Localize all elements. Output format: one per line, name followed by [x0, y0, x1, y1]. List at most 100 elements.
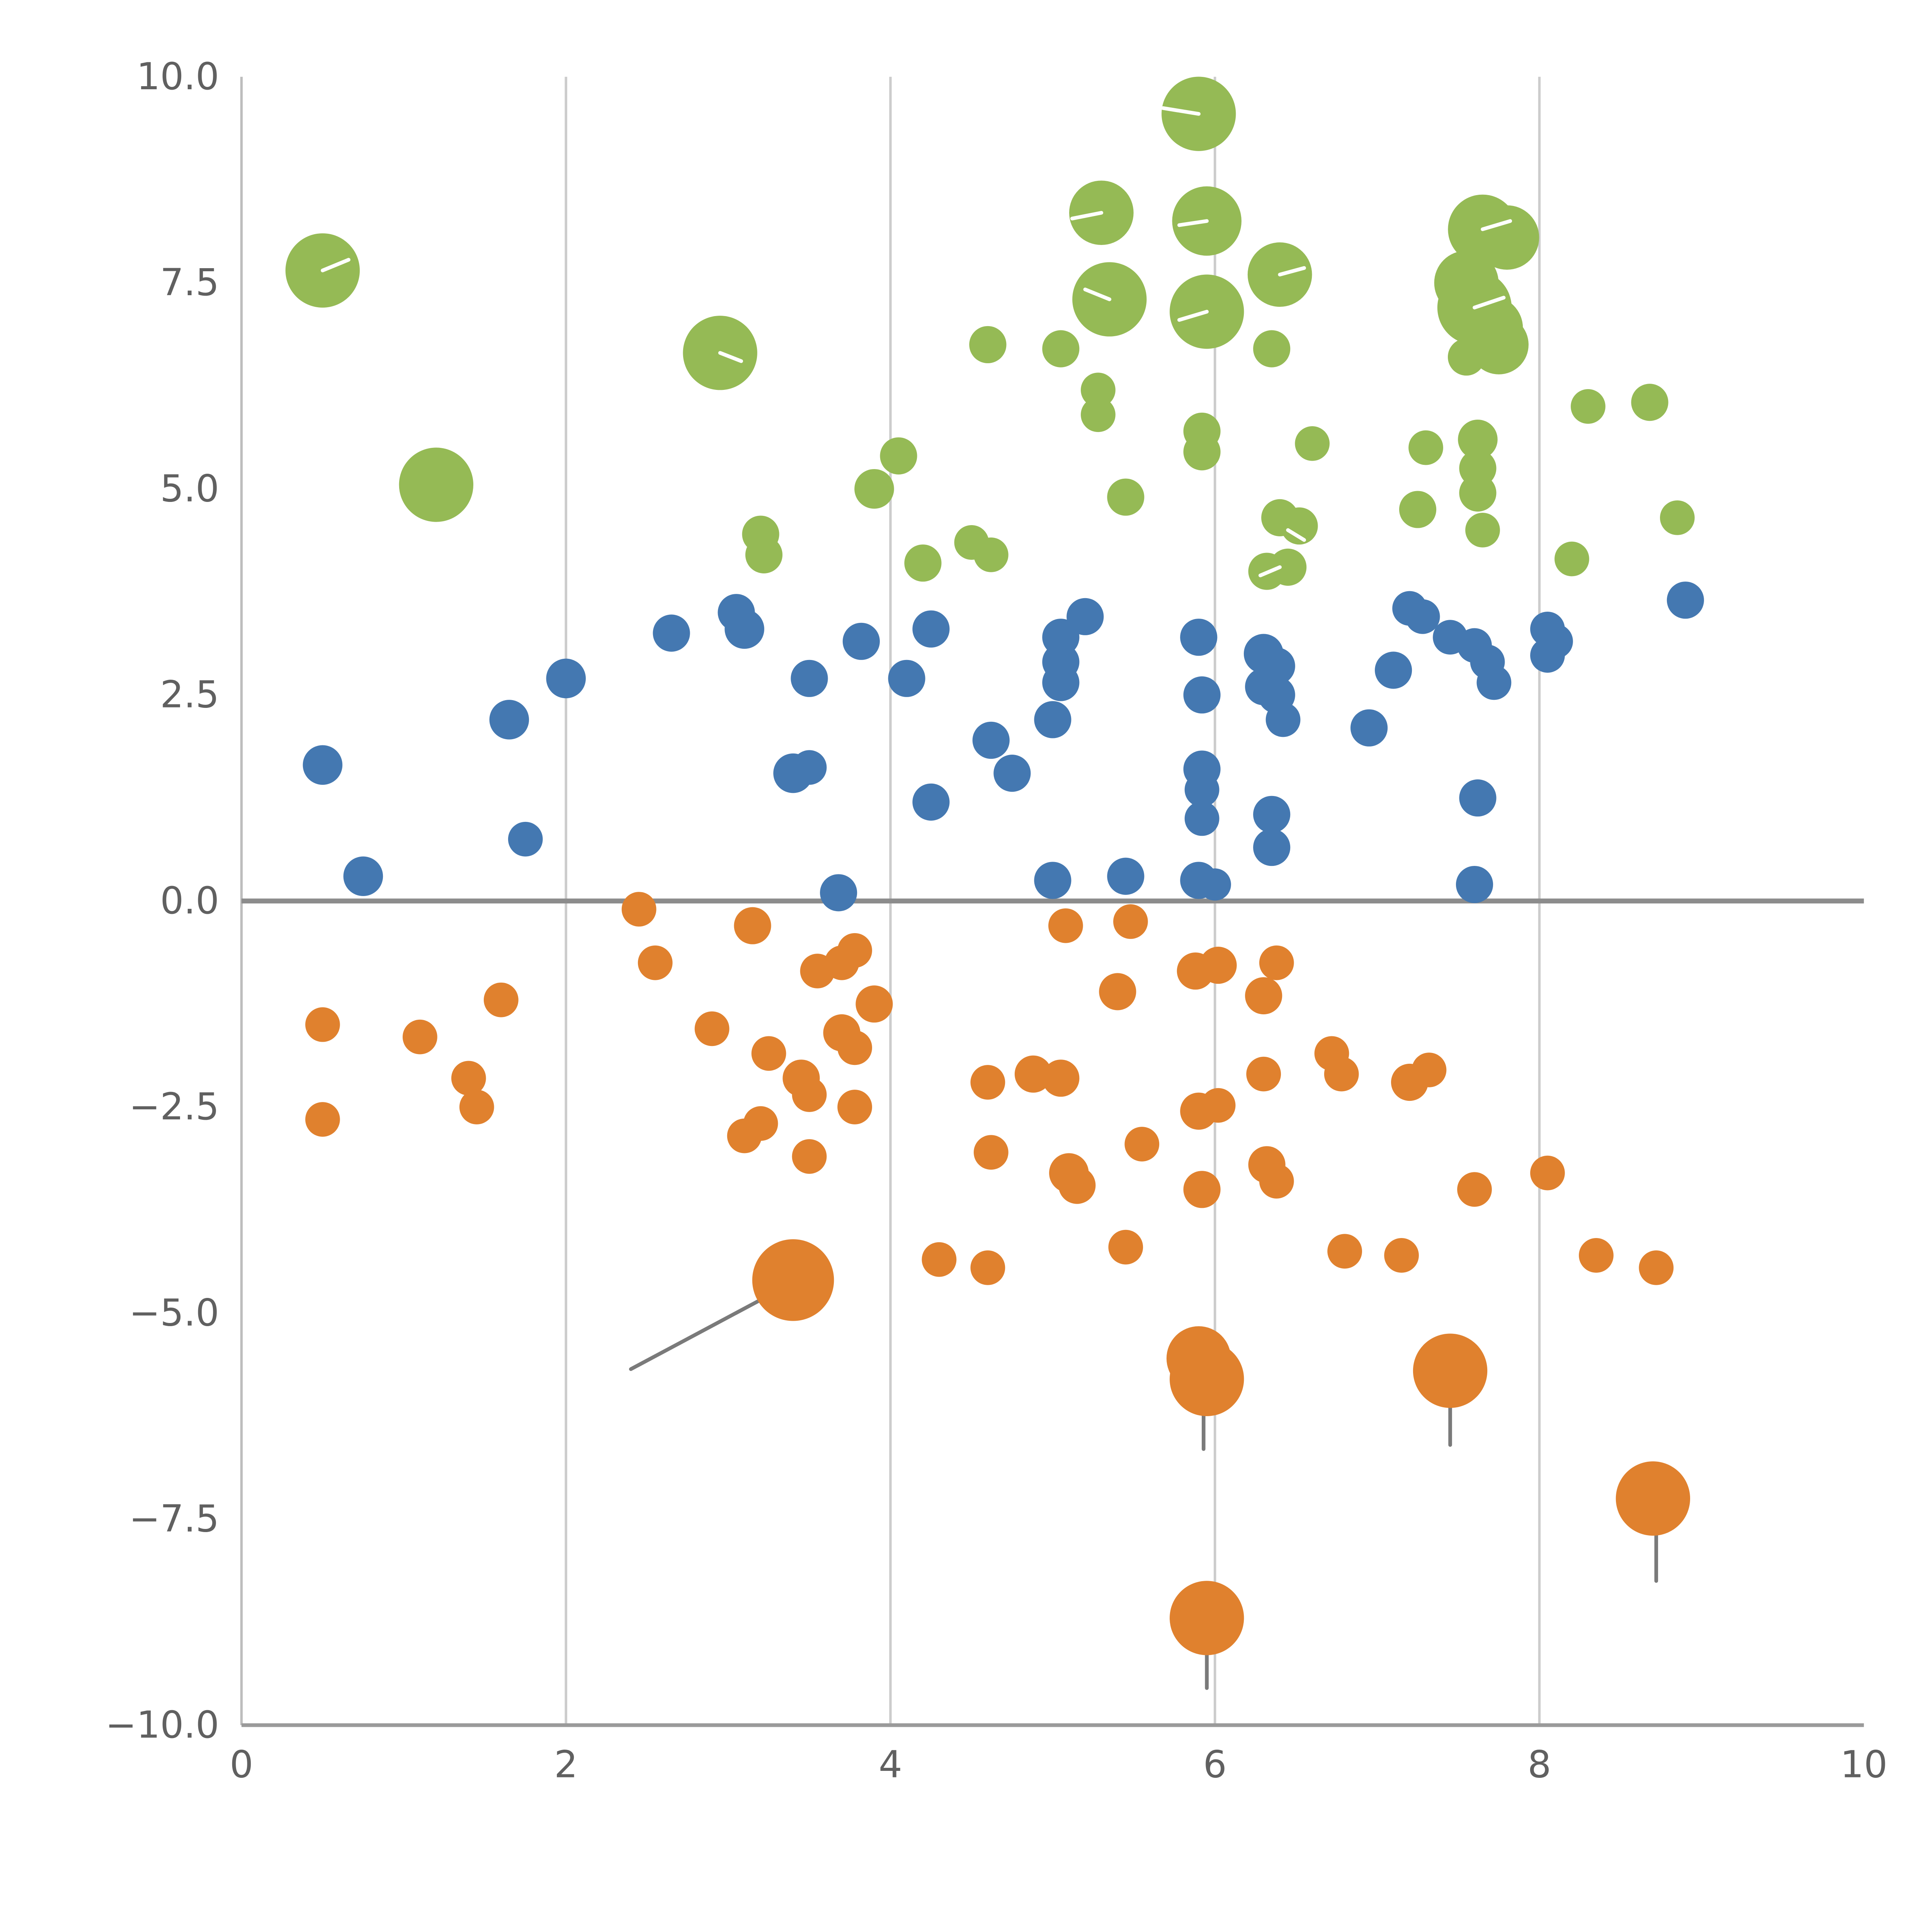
- data-point-group-orange: [483, 982, 519, 1017]
- data-point-group-blue: [1042, 664, 1080, 701]
- data-point-group-blue: [653, 614, 690, 652]
- data-point-group-blue: [1199, 868, 1231, 901]
- data-point-group-orange: [743, 1106, 778, 1141]
- data-point-group-blue: [1476, 665, 1512, 700]
- highlight-segment: [1278, 266, 1306, 277]
- data-point-group-orange: [837, 1030, 872, 1065]
- data-point-group-orange: [402, 1019, 437, 1054]
- highlight-segment: [321, 258, 350, 272]
- data-point-group-orange: [1170, 1342, 1244, 1417]
- data-point-group-green: [904, 544, 942, 582]
- data-point-group-blue: [1184, 772, 1219, 807]
- data-point-group-blue: [912, 783, 950, 821]
- highlight-segment: [1083, 287, 1112, 301]
- data-point-group-orange: [1099, 973, 1136, 1010]
- data-point-group-blue: [724, 609, 764, 649]
- data-point-group-orange: [1259, 945, 1294, 980]
- data-point-group-blue: [1375, 651, 1412, 689]
- data-point-group-blue: [791, 660, 828, 697]
- x-tick-label: 2: [554, 1743, 578, 1786]
- data-point-group-orange: [973, 1135, 1009, 1170]
- data-point-group-green: [1408, 430, 1443, 465]
- highlight-segment: [1177, 219, 1209, 227]
- data-point-group-blue: [1034, 701, 1071, 738]
- data-point-group-blue: [1180, 619, 1218, 656]
- y-tick-label: −5.0: [129, 1291, 219, 1334]
- x-tick-label: 10: [1840, 1743, 1888, 1786]
- data-point-group-green: [1295, 426, 1330, 461]
- data-point-group-green: [1042, 330, 1080, 367]
- y-tick-label: 10.0: [136, 55, 219, 98]
- data-point-group-blue: [820, 874, 857, 912]
- data-point-group-green: [880, 437, 917, 474]
- data-point-group-blue: [792, 750, 827, 785]
- data-point-group-green: [1253, 330, 1291, 367]
- y-tick-label: 0.0: [160, 879, 219, 922]
- data-point-group-orange: [305, 1007, 340, 1042]
- data-point-group-orange: [1124, 1127, 1160, 1162]
- data-point-group-green: [1399, 491, 1437, 528]
- data-point-group-orange: [694, 1011, 730, 1046]
- data-point-group-orange: [970, 1065, 1005, 1100]
- data-point-group-green: [1107, 478, 1145, 516]
- data-point-group-orange: [1048, 908, 1083, 943]
- y-tick-label: 2.5: [160, 673, 219, 716]
- data-point-group-blue: [489, 700, 529, 740]
- x-tick-label: 4: [879, 1743, 902, 1786]
- data-point-group-blue: [508, 821, 543, 857]
- data-point-group-green: [1469, 315, 1529, 374]
- x-tick-label: 0: [230, 1743, 253, 1786]
- data-point-group-orange: [459, 1090, 494, 1124]
- data-point-group-blue: [1530, 638, 1565, 673]
- highlight-segment: [1473, 296, 1506, 310]
- y-tick-label: −10.0: [105, 1703, 219, 1747]
- data-point-group-orange: [1201, 1088, 1236, 1123]
- x-tick-label: 6: [1203, 1743, 1227, 1786]
- data-point-group-blue: [1667, 582, 1704, 619]
- data-point-group-orange: [1246, 1056, 1281, 1092]
- data-point-group-green: [399, 447, 473, 522]
- data-point-group-orange: [792, 1077, 827, 1112]
- data-point-group-green: [1081, 372, 1116, 408]
- data-point-group-green: [1571, 389, 1605, 424]
- data-point-group-blue: [912, 610, 950, 648]
- data-point-group-orange: [1457, 1172, 1492, 1207]
- data-point-group-blue: [303, 745, 343, 785]
- data-point-group-orange: [1384, 1238, 1419, 1273]
- data-point-group-orange: [1199, 947, 1237, 984]
- data-point-group-orange: [1259, 1164, 1294, 1199]
- data-point-group-blue: [1066, 598, 1104, 635]
- data-point-group-orange: [1113, 904, 1148, 939]
- data-point-group-orange: [451, 1061, 486, 1096]
- highlight-segment: [1258, 565, 1282, 577]
- data-point-group-green: [1458, 419, 1498, 459]
- y-tick-label: −7.5: [129, 1497, 219, 1541]
- data-point-group-orange: [1324, 1056, 1359, 1092]
- data-point-group-blue: [1253, 829, 1291, 866]
- data-point-group-orange: [837, 933, 872, 968]
- data-point-group-blue: [1459, 779, 1497, 817]
- y-tick-label: −2.5: [129, 1085, 219, 1128]
- data-point-group-blue: [993, 755, 1031, 792]
- data-point-group-green: [745, 536, 783, 573]
- data-point-group-blue: [1183, 676, 1221, 714]
- data-point-group-orange: [922, 1242, 957, 1277]
- highlight-segment: [1161, 106, 1201, 116]
- data-point-group-green: [973, 537, 1009, 572]
- data-point-group-orange: [1170, 1581, 1244, 1655]
- data-point-group-orange: [1616, 1461, 1690, 1536]
- highlight-segment: [1177, 310, 1209, 322]
- data-point-group-green: [1660, 500, 1695, 535]
- data-point-group-green: [1269, 548, 1307, 586]
- highlight-segment: [1070, 211, 1104, 221]
- y-tick-label: 5.0: [160, 467, 219, 510]
- data-point-group-green: [1554, 541, 1589, 577]
- data-point-group-orange: [970, 1250, 1005, 1285]
- data-point-group-orange: [752, 1239, 834, 1321]
- data-point-group-orange: [1245, 977, 1282, 1015]
- data-point-group-orange: [837, 1090, 872, 1124]
- y-tick-label: 7.5: [160, 261, 219, 304]
- data-point-group-orange: [1108, 1230, 1143, 1265]
- data-point-group-orange: [751, 1036, 786, 1071]
